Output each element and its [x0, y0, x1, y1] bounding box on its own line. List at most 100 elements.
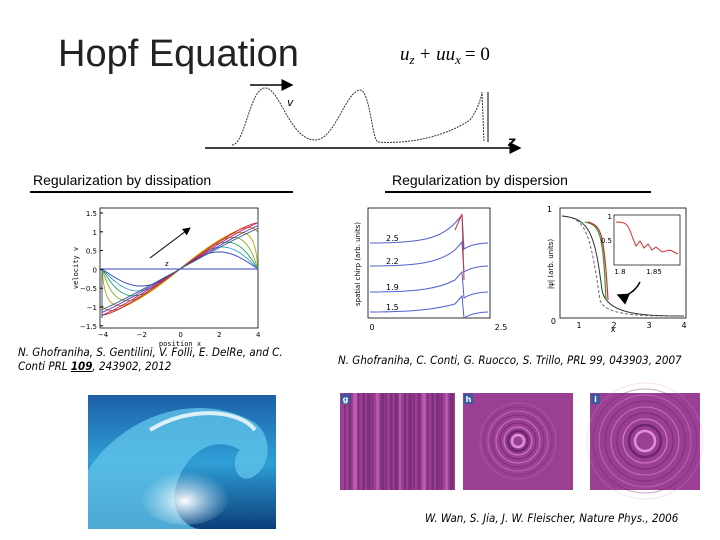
- stripe: [353, 393, 357, 490]
- eq-sub: x: [454, 52, 461, 67]
- stripe: [440, 393, 443, 490]
- curve-label: 1.9: [386, 283, 399, 292]
- wave-sketch: [231, 87, 485, 146]
- stripe: [348, 393, 352, 490]
- stripe: [408, 393, 412, 490]
- citation: W. Wan, S. Jia, J. W. Fleischer, Nature …: [425, 511, 679, 525]
- ring: [598, 394, 692, 488]
- y-tick-label: −1.5: [80, 323, 97, 331]
- ring: [633, 429, 657, 453]
- y-tick-label: 0: [93, 266, 97, 274]
- stripe: [357, 393, 360, 490]
- ring: [610, 406, 680, 476]
- plot-frame: [99, 207, 259, 329]
- curve: [369, 213, 489, 250]
- x-tick-label: 0: [178, 331, 182, 339]
- inset-curve: [615, 221, 679, 255]
- ring: [499, 422, 537, 460]
- x-axis-label: position x: [159, 340, 201, 348]
- stripe: [371, 393, 374, 490]
- inset-tick: 0.5: [601, 237, 612, 245]
- stripe: [344, 393, 346, 490]
- curve-label: 2.2: [386, 257, 399, 266]
- curve: [584, 221, 607, 301]
- y-tick-label: 0: [551, 317, 556, 326]
- citation: N. Ghofraniha, S. Gentilini, V. Folli, E…: [18, 345, 283, 373]
- citation: N. Ghofraniha, C. Conti, G. Ruocco, S. T…: [338, 353, 682, 367]
- ring: [586, 382, 704, 500]
- section-heading: Regularization by dissipation: [33, 172, 212, 188]
- y-tick-label: −1: [87, 304, 97, 312]
- ring: [592, 388, 698, 494]
- equation: uz + uux = 0: [400, 44, 490, 67]
- stripe: [436, 393, 440, 490]
- curve: [369, 270, 489, 299]
- panel-tag: i: [594, 395, 597, 404]
- panel-group: g h i: [340, 382, 704, 500]
- stripe: [413, 393, 415, 490]
- stripe: [431, 393, 434, 490]
- image-panel: [590, 393, 700, 490]
- annotation: z: [165, 260, 169, 268]
- curve-label: 2.5: [386, 234, 399, 243]
- curve: [587, 221, 609, 301]
- stripe: [422, 393, 426, 490]
- ring: [627, 423, 663, 459]
- ring: [491, 414, 545, 468]
- citation-line: Conti PRL: [18, 359, 71, 373]
- y-tick-label: 0.5: [86, 248, 97, 256]
- image-panel: [463, 393, 573, 490]
- curve: [561, 215, 685, 317]
- panel-tag-bg: [341, 394, 350, 404]
- panel-tag: h: [466, 395, 472, 404]
- stripe: [385, 393, 387, 490]
- ring: [510, 433, 526, 449]
- x-tick-label: 1: [576, 321, 581, 330]
- stripe: [394, 393, 399, 490]
- ring: [503, 426, 533, 456]
- x-tick-label: 4: [256, 331, 261, 339]
- ring: [604, 400, 686, 482]
- wave-crest: [148, 411, 257, 432]
- y-tick-label: 1.5: [86, 210, 97, 218]
- curve: [561, 215, 685, 317]
- curve: [369, 294, 489, 319]
- stripe: [362, 393, 365, 490]
- curve: [369, 240, 489, 273]
- ring: [479, 402, 557, 480]
- ring: [487, 410, 549, 472]
- stripe: [367, 393, 371, 490]
- curve-group: 2.5 2.2 1.9 1.5 0 2.5: [369, 213, 508, 332]
- x-tick-label: −2: [137, 331, 147, 339]
- ring: [622, 418, 668, 464]
- velocity-label: v: [287, 96, 294, 109]
- y-tick-label: 1: [547, 205, 552, 214]
- x-tick-label: 2: [217, 331, 221, 339]
- section-heading: Regularization by dispersion: [392, 172, 568, 188]
- stripe: [445, 393, 448, 490]
- inset-tick: 1.8: [614, 268, 625, 276]
- y-tick-label: 1: [93, 229, 97, 237]
- inset: [613, 214, 681, 266]
- x-tick-label: 4: [681, 321, 686, 330]
- stripe: [426, 393, 429, 490]
- citation-volume: 109: [70, 359, 93, 373]
- curve-label: 1.5: [386, 303, 399, 312]
- curve: [454, 213, 465, 281]
- citation-line: , 243902, 2012: [92, 359, 172, 373]
- y-axis-label: spatial chirp (arb. units): [354, 222, 362, 306]
- panel-tag-bg: [591, 394, 600, 404]
- stripe: [399, 393, 401, 490]
- plot-frame: [559, 207, 687, 319]
- x-tick-label: 2.5: [495, 323, 508, 332]
- x-tick-label: 3: [646, 321, 651, 330]
- stripe: [417, 393, 421, 490]
- wave-foam: [140, 465, 230, 525]
- stripe: [380, 393, 385, 490]
- y-axis-label: velocity v: [72, 247, 80, 289]
- y-tick-label: −0.5: [80, 285, 97, 293]
- z-label: z: [507, 135, 516, 150]
- eq-sub: z: [409, 52, 415, 67]
- panel-tag-bg: [464, 394, 473, 404]
- ring: [616, 412, 674, 470]
